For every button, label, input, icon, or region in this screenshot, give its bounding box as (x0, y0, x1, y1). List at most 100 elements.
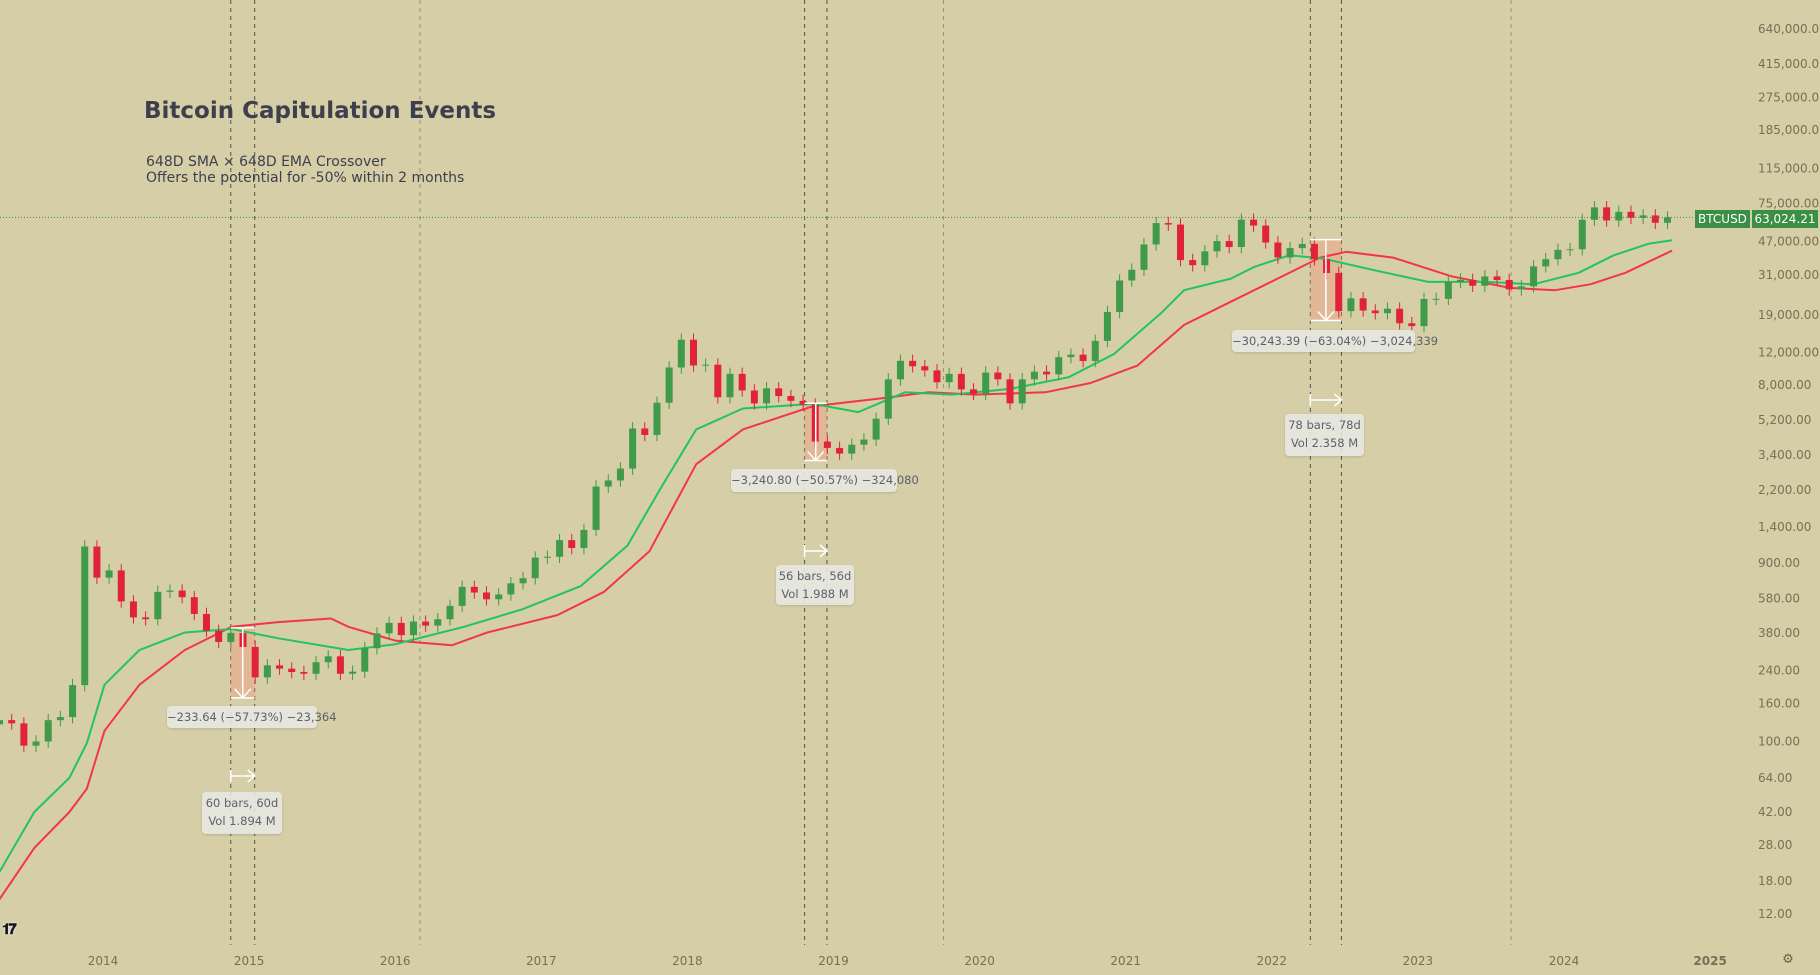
candle (251, 646, 259, 678)
price-tick-label: 18.00 (1758, 874, 1792, 888)
candle (1335, 273, 1343, 312)
ema-line-group (0, 249, 1673, 901)
price-tick-label: 75,000.00 (1758, 196, 1819, 210)
candle (543, 556, 551, 558)
candle (190, 597, 198, 614)
candle (1347, 298, 1355, 312)
candle (702, 364, 710, 366)
price-axis[interactable]: 640,000.00 415,000.00 275,000.00 185,000.00… (1758, 22, 1820, 921)
time-tick-label: 2023 (1403, 954, 1434, 968)
candle (1469, 279, 1477, 286)
candle (982, 372, 990, 394)
candle (409, 621, 417, 636)
candle (470, 586, 478, 593)
chart-description: Offers the potential for -50% within 2 m… (146, 170, 465, 186)
candle (1603, 207, 1611, 221)
price-tick-label: 31,000.00 (1758, 268, 1819, 282)
price-tick-label: 380.00 (1758, 626, 1800, 640)
candle (1663, 217, 1671, 223)
candle (604, 480, 612, 487)
time-tick-label: 2025 (1693, 954, 1726, 968)
price-tick-label: 115,000.00 (1758, 162, 1820, 176)
candle (1383, 308, 1391, 314)
event-1-bars: 60 bars, 60d (205, 796, 279, 810)
candle (872, 418, 880, 440)
candle (1103, 311, 1111, 341)
candle (775, 388, 783, 397)
time-tick-label: 2017 (526, 954, 557, 968)
tradingview-logo[interactable]: 𝟏𝟕 (2, 920, 17, 938)
time-tick-label: 2021 (1110, 954, 1141, 968)
candle (1250, 219, 1258, 226)
candle (1444, 281, 1452, 299)
price-tick-label: 3,400.00 (1758, 448, 1811, 462)
candle (288, 668, 296, 673)
candle (1006, 379, 1014, 404)
candle (458, 586, 466, 606)
candle (1189, 260, 1197, 266)
sma-648d-line (0, 239, 1673, 873)
candle (909, 360, 917, 367)
gear-icon[interactable]: ⚙ (1782, 952, 1794, 967)
event-2-range-label: 56 bars, 56d Vol 1.988 M (776, 565, 854, 605)
symbol-tag: BTCUSD (1695, 210, 1750, 228)
price-tick-label: 42.00 (1758, 805, 1792, 819)
range-arrow-head-icon (819, 544, 829, 558)
candle (738, 373, 746, 391)
ema-648d-line (0, 249, 1673, 901)
candle (970, 389, 978, 394)
candle (860, 439, 868, 445)
candle (1152, 223, 1160, 245)
candle (957, 373, 965, 390)
time-tick-label: 2014 (88, 954, 119, 968)
candle (20, 723, 28, 746)
event-3-range-label: 78 bars, 78d Vol 2.358 M (1285, 414, 1364, 456)
candle (1359, 298, 1367, 311)
candle (1408, 323, 1416, 327)
candle (641, 428, 649, 435)
candle (1079, 354, 1087, 361)
candle (1396, 308, 1404, 324)
candle (434, 619, 442, 626)
candle (945, 373, 953, 383)
price-tick-label: 415,000.00 (1758, 57, 1820, 71)
price-tick-label: 900.00 (1758, 556, 1800, 570)
candle (1615, 211, 1623, 221)
candle (1517, 286, 1525, 290)
event-3-bars: 78 bars, 78d (1288, 418, 1361, 432)
price-tick-label: 8,000.00 (1758, 378, 1811, 392)
candle (276, 665, 284, 669)
candle (689, 339, 697, 366)
candle (446, 605, 454, 620)
candle (69, 685, 77, 718)
time-axis[interactable]: 2014 2015 2016 2017 2018 2019 2020 2021 2022 2023… (88, 954, 1727, 968)
candle (836, 447, 844, 454)
candle (8, 720, 16, 724)
candle (1639, 215, 1647, 218)
candle (665, 367, 673, 403)
time-tick-label: 2019 (818, 954, 849, 968)
candle (44, 720, 52, 742)
measure-arrows (230, 238, 1343, 783)
price-tick-label: 12,000.00 (1758, 345, 1819, 359)
price-tick-label: 47,000.00 (1758, 234, 1819, 248)
candle (994, 372, 1002, 380)
candle (32, 741, 40, 746)
candle (1225, 241, 1233, 247)
candle (178, 590, 186, 598)
sma-line-group (0, 239, 1673, 873)
candle (568, 540, 576, 549)
candle (896, 360, 904, 380)
candle (1310, 243, 1318, 260)
candle (1262, 225, 1270, 243)
candle (1164, 223, 1172, 225)
candle (1018, 379, 1026, 404)
candle (373, 633, 381, 649)
time-tick-label: 2018 (672, 954, 703, 968)
candle (56, 717, 64, 721)
candle (1505, 279, 1513, 290)
time-tick-label: 2022 (1257, 954, 1288, 968)
candle (933, 370, 941, 383)
candle (93, 546, 101, 578)
